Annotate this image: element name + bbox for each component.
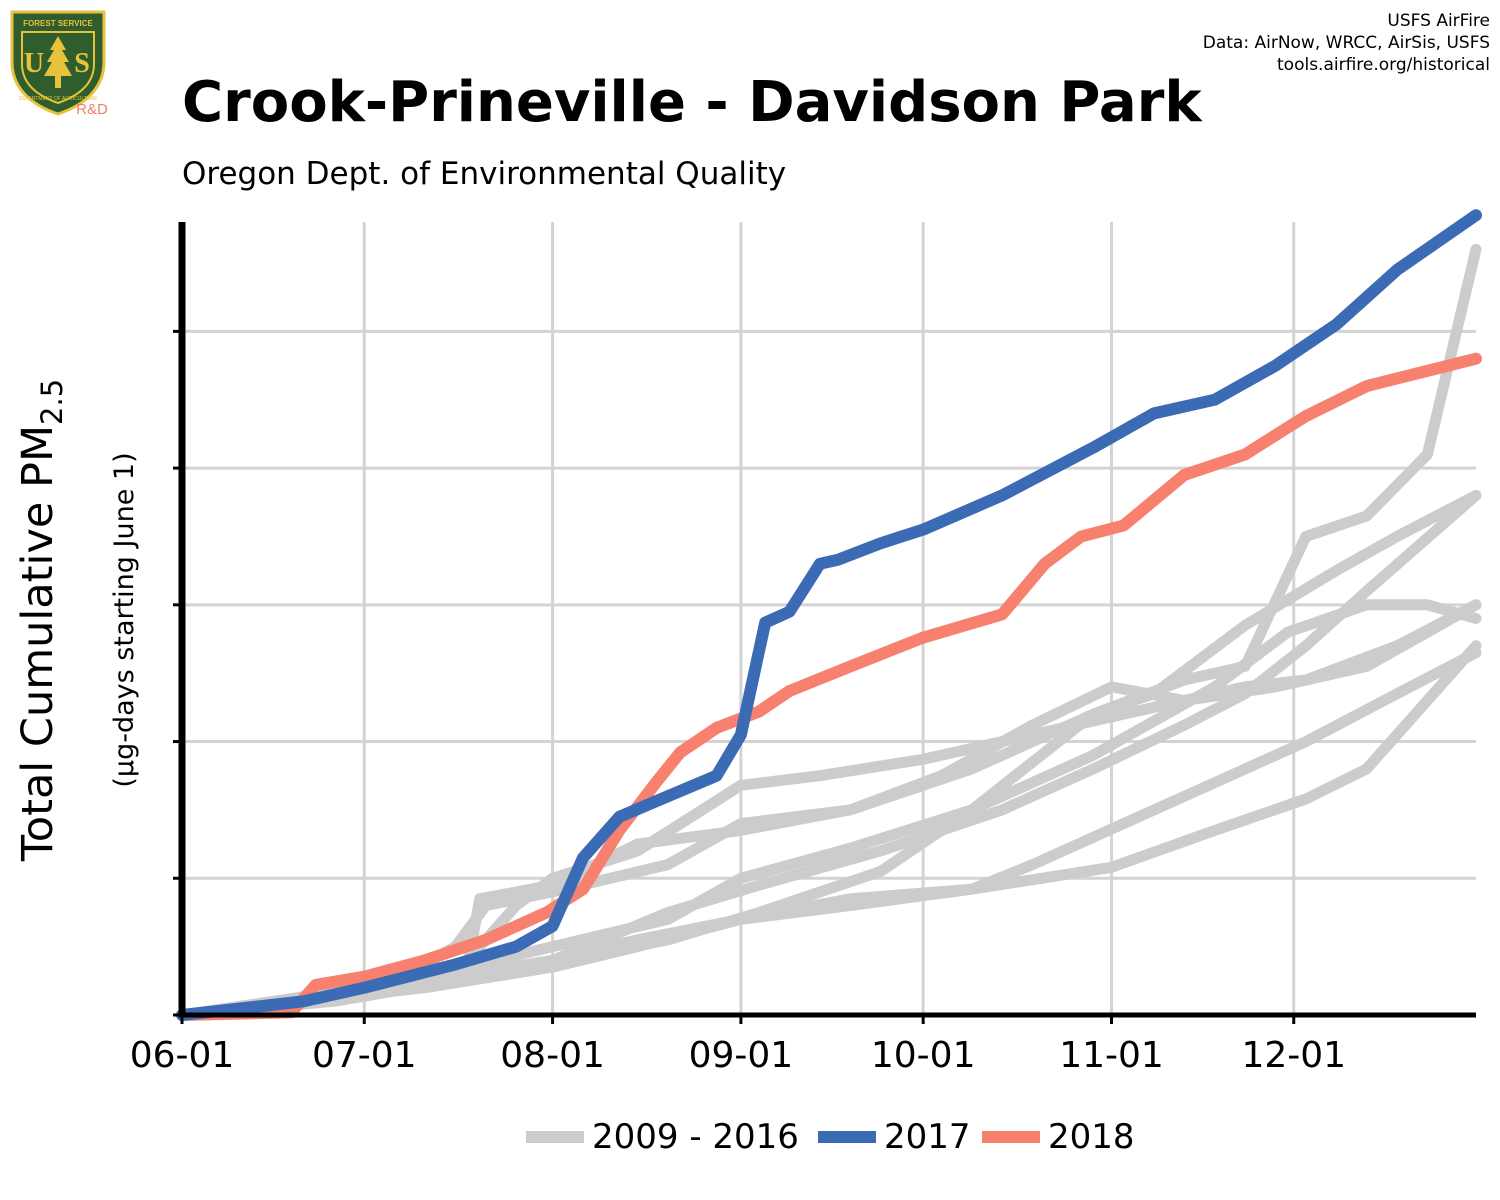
y-axis-title: Total Cumulative PM2.5 — [13, 379, 69, 862]
y-axis-title-subscript: 2.5 — [35, 379, 69, 425]
legend: 2009 - 2016 2017 2018 — [0, 1112, 1500, 1162]
series-line-history-1 — [176, 640, 1482, 1021]
y-axis-unit-label: (µg-days starting June 1) — [109, 452, 140, 787]
series-line-y2018-9 — [176, 352, 1482, 1021]
x-tick-label-0: 06-01 — [130, 1035, 235, 1076]
credit-data-sources: Data: AirNow, WRCC, AirSis, USFS — [1202, 33, 1490, 53]
logo-bottom-text: DEPARTMENT OF AGRICULTURE — [19, 96, 98, 102]
credit-url: tools.airfire.org/historical — [1277, 55, 1490, 75]
axis-labels: Total Cumulative PM2.5 (µg-days starting… — [13, 379, 140, 862]
x-tick-label-1: 07-01 — [312, 1035, 417, 1076]
legend-item-2017: 2017 — [818, 1112, 971, 1162]
credit-org: USFS AirFire — [1387, 11, 1490, 31]
series-line-history-4 — [176, 647, 1482, 1021]
logo-top-text: FOREST SERVICE — [23, 19, 93, 28]
legend-label-history: 2009 - 2016 — [592, 1117, 799, 1157]
y-axis-title-main: Total Cumulative PM — [13, 425, 63, 862]
x-tick-label-4: 10-01 — [871, 1035, 976, 1076]
series-line-history-7 — [176, 599, 1482, 1021]
logo-letter-s: S — [74, 48, 90, 79]
legend-swatch-history — [526, 1131, 584, 1143]
forest-service-logo: FOREST SERVICE U S DEPARTMENT OF AGRICUL… — [10, 10, 108, 118]
legend-item-history: 2009 - 2016 — [526, 1112, 799, 1162]
series-lines — [176, 209, 1482, 1021]
legend-label-2017: 2017 — [884, 1117, 971, 1157]
logo-tree-icon — [44, 36, 72, 88]
legend-item-2018: 2018 — [982, 1112, 1135, 1162]
x-tick-label-5: 11-01 — [1059, 1035, 1164, 1076]
grid-lines — [182, 222, 1476, 1015]
logo-rd-badge: R&D — [76, 101, 108, 118]
legend-label-2018: 2018 — [1048, 1117, 1135, 1157]
x-tick-label-2: 08-01 — [500, 1035, 605, 1076]
chart-title: Crook-Prineville - Davidson Park — [182, 70, 1202, 135]
data-credits: USFS AirFire Data: AirNow, WRCC, AirSis,… — [1203, 10, 1490, 76]
series-line-history-5 — [176, 489, 1482, 1021]
axes: 06-01 07-01 08-01 09-01 10-01 11-01 12-01 — [130, 222, 1476, 1076]
legend-swatch-2018 — [982, 1131, 1040, 1143]
logo-letter-u: U — [24, 48, 44, 79]
chart-subtitle: Oregon Dept. of Environmental Quality — [182, 156, 787, 192]
series-line-y2017-8 — [176, 209, 1482, 1021]
legend-swatch-2017 — [818, 1131, 876, 1143]
x-tick-label-6: 12-01 — [1241, 1035, 1346, 1076]
x-tick-label-3: 09-01 — [689, 1035, 794, 1076]
